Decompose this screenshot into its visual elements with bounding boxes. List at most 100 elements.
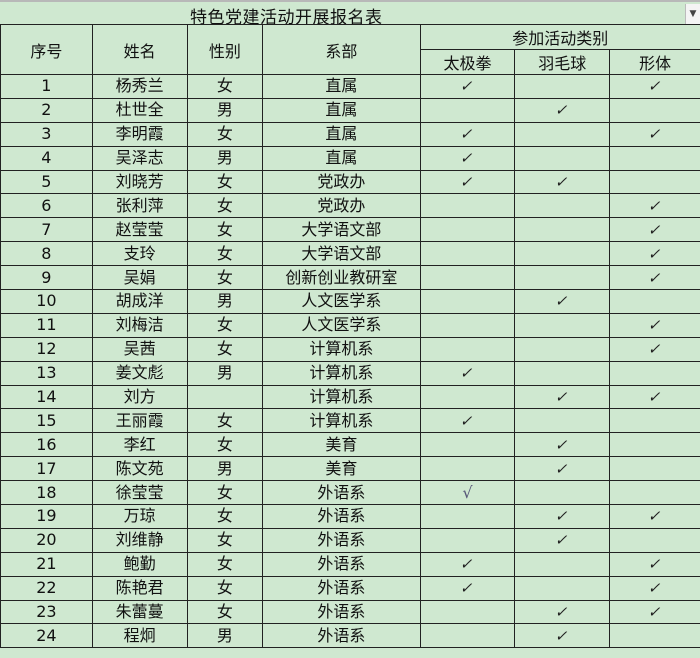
name-cell[interactable]: 赵莹莹 [91, 217, 188, 243]
department-cell[interactable]: 外语系 [262, 623, 421, 649]
badminton-cell[interactable]: ✓ [514, 432, 611, 458]
badminton-cell[interactable] [514, 265, 611, 291]
department-cell[interactable]: 外语系 [262, 551, 421, 577]
index-cell[interactable]: 13 [0, 360, 93, 386]
badminton-cell[interactable] [514, 145, 611, 171]
taichi-cell[interactable]: ✓ [419, 121, 516, 147]
gender-cell[interactable]: 男 [186, 289, 264, 314]
body-shaping-cell[interactable] [609, 408, 700, 434]
department-cell[interactable]: 人文医学系 [262, 289, 421, 314]
body-shaping-cell[interactable] [609, 145, 700, 171]
taichi-cell[interactable]: ✓ [419, 169, 516, 195]
taichi-cell[interactable] [419, 504, 516, 529]
index-cell[interactable]: 24 [0, 623, 93, 649]
index-cell[interactable]: 19 [0, 504, 93, 529]
header-taichi[interactable]: 太极拳 [419, 49, 516, 75]
taichi-cell[interactable] [419, 241, 516, 267]
department-cell[interactable]: 外语系 [262, 575, 421, 601]
body-shaping-cell[interactable]: ✓ [609, 74, 700, 99]
department-cell[interactable]: 美育 [262, 456, 421, 482]
gender-cell[interactable]: 女 [186, 599, 264, 625]
badminton-cell[interactable]: ✓ [514, 289, 611, 314]
index-cell[interactable]: 5 [0, 169, 93, 195]
taichi-cell[interactable]: ✓ [419, 551, 516, 577]
badminton-cell[interactable] [514, 480, 611, 506]
badminton-cell[interactable] [514, 551, 611, 577]
index-cell[interactable]: 23 [0, 599, 93, 625]
department-cell[interactable]: 外语系 [262, 480, 421, 506]
index-cell[interactable]: 8 [0, 241, 93, 267]
index-cell[interactable]: 12 [0, 336, 93, 362]
badminton-cell[interactable] [514, 408, 611, 434]
badminton-cell[interactable]: ✓ [514, 169, 611, 195]
badminton-cell[interactable] [514, 360, 611, 386]
name-cell[interactable]: 程炯 [91, 623, 188, 649]
index-cell[interactable]: 15 [0, 408, 93, 434]
name-cell[interactable]: 吴茜 [91, 336, 188, 362]
body-shaping-cell[interactable] [609, 456, 700, 482]
name-cell[interactable]: 胡成洋 [91, 289, 188, 314]
body-shaping-cell[interactable]: ✓ [609, 336, 700, 362]
badminton-cell[interactable] [514, 575, 611, 601]
department-cell[interactable]: 计算机系 [262, 336, 421, 362]
taichi-cell[interactable] [419, 599, 516, 625]
body-shaping-cell[interactable] [609, 623, 700, 649]
title-row[interactable]: 特色党建活动开展报名表 ▼ [0, 2, 700, 28]
department-cell[interactable]: 党政办 [262, 169, 421, 195]
gender-cell[interactable]: 男 [186, 360, 264, 386]
taichi-cell[interactable] [419, 265, 516, 291]
gender-cell[interactable]: 女 [186, 241, 264, 267]
gender-cell[interactable]: 女 [186, 527, 264, 553]
taichi-cell[interactable] [419, 384, 516, 410]
name-cell[interactable]: 支玲 [91, 241, 188, 267]
name-cell[interactable]: 李明霞 [91, 121, 188, 147]
badminton-cell[interactable]: ✓ [514, 527, 611, 553]
name-cell[interactable]: 王丽霞 [91, 408, 188, 434]
badminton-cell[interactable] [514, 121, 611, 147]
department-cell[interactable]: 大学语文部 [262, 217, 421, 243]
department-cell[interactable]: 直属 [262, 97, 421, 123]
badminton-cell[interactable]: ✓ [514, 456, 611, 482]
taichi-cell[interactable]: ✓ [419, 145, 516, 171]
taichi-cell[interactable] [419, 217, 516, 243]
name-cell[interactable]: 杨秀兰 [91, 74, 188, 99]
index-cell[interactable]: 6 [0, 193, 93, 219]
department-cell[interactable]: 计算机系 [262, 408, 421, 434]
header-department[interactable]: 系部 [262, 24, 421, 75]
department-cell[interactable]: 人文医学系 [262, 312, 421, 338]
department-cell[interactable]: 计算机系 [262, 360, 421, 386]
department-cell[interactable]: 大学语文部 [262, 241, 421, 267]
name-cell[interactable]: 刘晓芳 [91, 169, 188, 195]
taichi-cell[interactable]: ✓ [419, 408, 516, 434]
name-cell[interactable]: 朱蕾蔓 [91, 599, 188, 625]
badminton-cell[interactable]: ✓ [514, 504, 611, 529]
badminton-cell[interactable]: ✓ [514, 623, 611, 649]
gender-cell[interactable]: 女 [186, 575, 264, 601]
body-shaping-cell[interactable] [609, 527, 700, 553]
body-shaping-cell[interactable]: ✓ [609, 193, 700, 219]
index-cell[interactable]: 10 [0, 289, 93, 314]
index-cell[interactable]: 4 [0, 145, 93, 171]
department-cell[interactable]: 党政办 [262, 193, 421, 219]
index-cell[interactable]: 3 [0, 121, 93, 147]
index-cell[interactable]: 20 [0, 527, 93, 553]
gender-cell[interactable]: 女 [186, 312, 264, 338]
index-cell[interactable]: 11 [0, 312, 93, 338]
name-cell[interactable]: 吴泽志 [91, 145, 188, 171]
gender-cell[interactable]: 女 [186, 217, 264, 243]
name-cell[interactable]: 万琼 [91, 504, 188, 529]
header-activity-group[interactable]: 参加活动类别 [419, 24, 700, 50]
taichi-cell[interactable] [419, 193, 516, 219]
gender-cell[interactable]: 女 [186, 408, 264, 434]
body-shaping-cell[interactable]: ✓ [609, 265, 700, 291]
body-shaping-cell[interactable] [609, 360, 700, 386]
department-cell[interactable]: 计算机系 [262, 384, 421, 410]
taichi-cell[interactable]: √ [419, 480, 516, 506]
name-cell[interactable]: 杜世全 [91, 97, 188, 123]
badminton-cell[interactable] [514, 312, 611, 338]
taichi-cell[interactable] [419, 336, 516, 362]
header-badminton[interactable]: 羽毛球 [514, 49, 611, 75]
name-cell[interactable]: 刘维静 [91, 527, 188, 553]
body-shaping-cell[interactable]: ✓ [609, 217, 700, 243]
gender-cell[interactable]: 女 [186, 480, 264, 506]
